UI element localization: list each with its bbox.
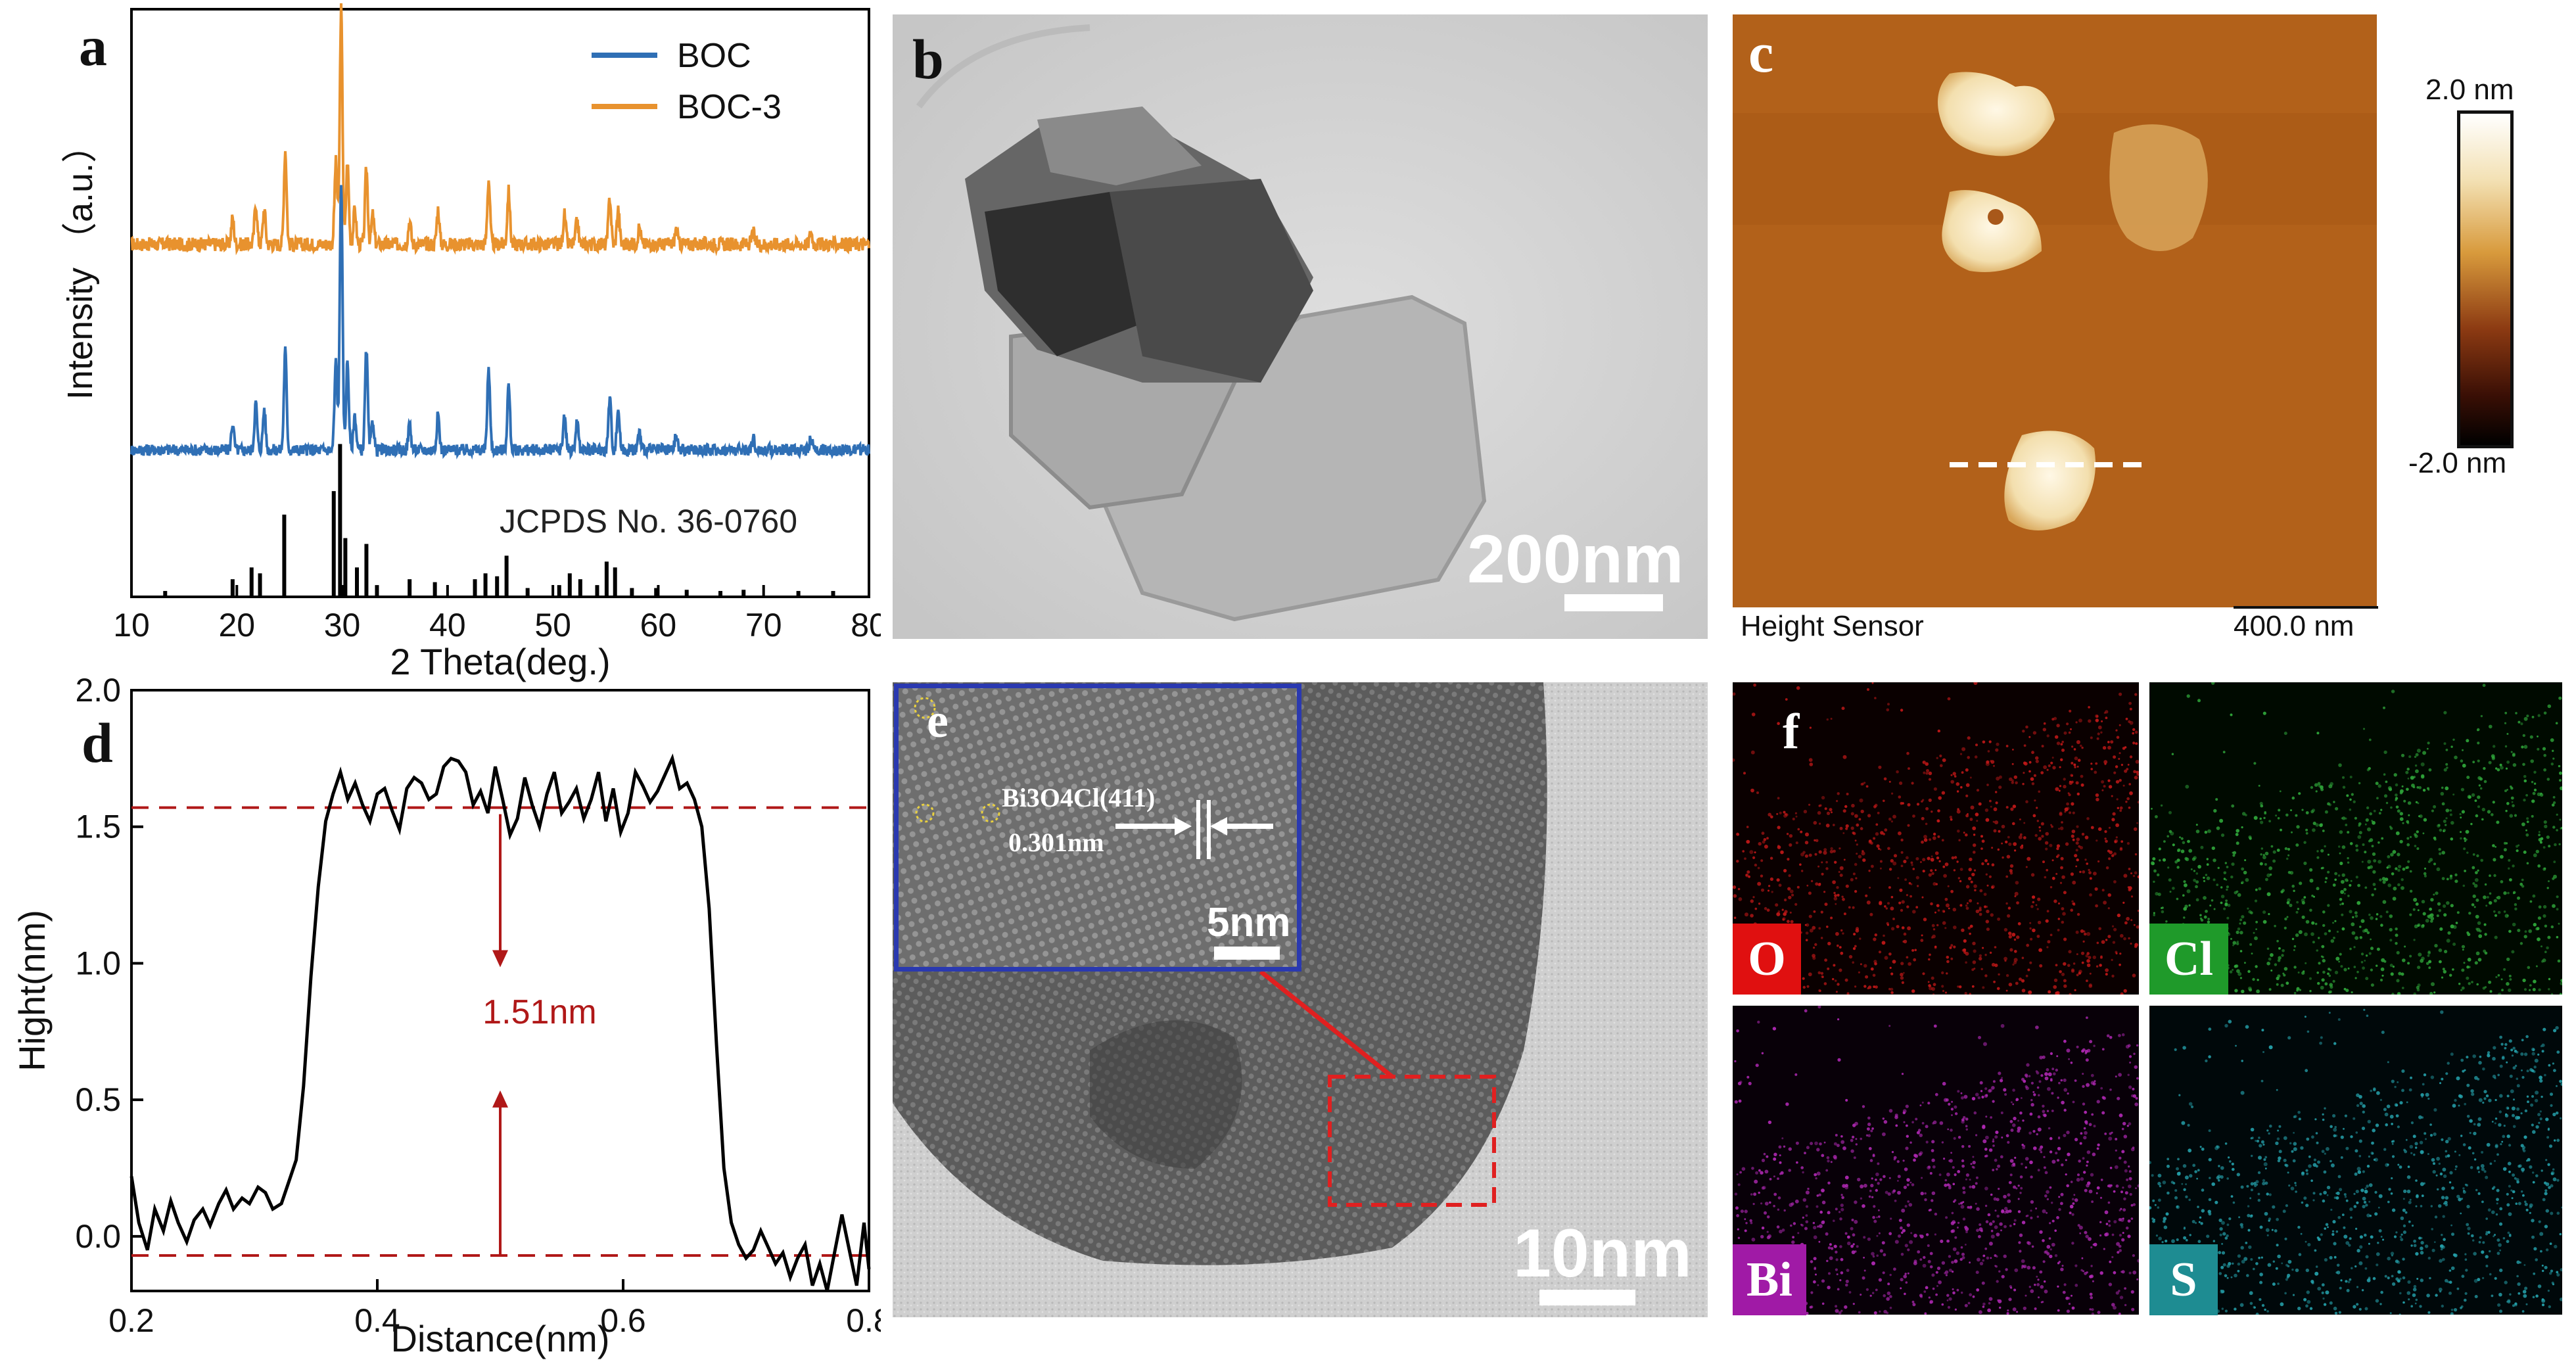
afm-caption-left: Height Sensor [1741,610,1924,642]
afm-scale-bar [2234,606,2378,609]
x-tick-label: 30 [324,607,361,644]
afm-colorbar [2457,110,2514,448]
x-tick-label: 10 [113,607,150,644]
eds-label-o: O [1733,924,1801,995]
y-tick-label: 1.5 [75,809,121,845]
plot-frame [130,689,870,1292]
afm-caption-right: 400.0 nm [2234,610,2354,642]
series-line-boc [130,185,870,461]
y-axis-label: Hight(nm) [11,910,53,1071]
x-tick-label: 0.2 [108,1302,154,1339]
hrtem-image [893,682,1708,1317]
x-tick-label: 50 [534,607,571,644]
panel-label-b: b [912,28,944,91]
eds-label-bi: Bi [1733,1244,1806,1315]
panel-label-c: c [1748,21,1774,84]
scale-label-e: 10nm [1513,1215,1692,1292]
tem-particles [893,14,1708,639]
x-tick-label: 80 [851,607,881,644]
eds-map-s [2149,1006,2562,1315]
x-tick-label: 70 [745,607,782,644]
inset-scale-label: 5nm [1207,900,1291,945]
eds-dots-s [2149,1008,2562,1315]
hrtem-inset [894,684,1301,972]
afm-flakes [1733,14,2377,607]
hrtem-particle [893,682,1708,1317]
x-tick-label: 20 [218,607,255,644]
x-tick-label: 0.4 [354,1302,400,1339]
inset-lattice-label: Bi3O4Cl(411) [1002,783,1156,812]
legend-label: BOC-3 [677,88,782,126]
scale-bar-b [1564,594,1663,611]
series-line-boc-3 [130,3,870,256]
x-axis-label: Distance(nm) [391,1318,610,1359]
eds-dots-bi [1733,1006,2139,1315]
colorbar-bottom-label: -2.0 nm [2408,447,2507,479]
x-tick-label: 60 [640,607,677,644]
tem-image [893,14,1708,639]
panel-label-a: a [79,14,107,78]
xrd-chart: JCPDS No. 36-0760 10 20 30 40 50 60 70 80 2 Theta… [60,3,881,682]
panel-label-f: f [1783,704,1800,759]
eds-label-s: S [2149,1244,2218,1315]
y-axis-label: Intensity （a.u.） [60,128,100,400]
profile-line [129,753,871,1292]
eds-dots-cl [2149,682,2562,995]
panel-label-e: e [927,694,948,748]
colorbar-top-label: 2.0 nm [2425,74,2514,106]
height-profile-chart: 1.51nm 0.2 0.4 0.6 0.8 0.0 0.5 1.0 1.5 2.0 Distanc… [11,677,881,1359]
y-tick-label: 2.0 [75,677,121,709]
legend-label: BOC [677,37,751,75]
arrow-up-head [492,1090,508,1108]
inset-lattice [899,688,1297,967]
x-tick-label: 0.6 [600,1302,646,1339]
scale-bar-e [1539,1290,1635,1305]
y-tick-label: 0.5 [75,1081,121,1118]
x-tick-label: 40 [429,607,466,644]
reference-label: JCPDS No. 36-0760 [500,503,797,540]
inset-spacing-label: 0.301nm [1008,828,1104,857]
y-tick-label: 1.0 [75,945,121,981]
panel-label-d: d [82,711,113,774]
arrow-down-head [492,950,508,968]
eds-dots-o [1733,682,2139,995]
height-annotation: 1.51nm [482,993,596,1031]
y-tick-label: 0.0 [75,1218,121,1255]
scale-label-b: 200nm [1467,521,1684,598]
x-tick-label: 0.8 [846,1302,881,1339]
plot-frame [130,8,870,598]
eds-label-cl: Cl [2149,924,2228,995]
x-axis-label: 2 Theta(deg.) [390,641,610,682]
afm-image [1733,14,2377,607]
